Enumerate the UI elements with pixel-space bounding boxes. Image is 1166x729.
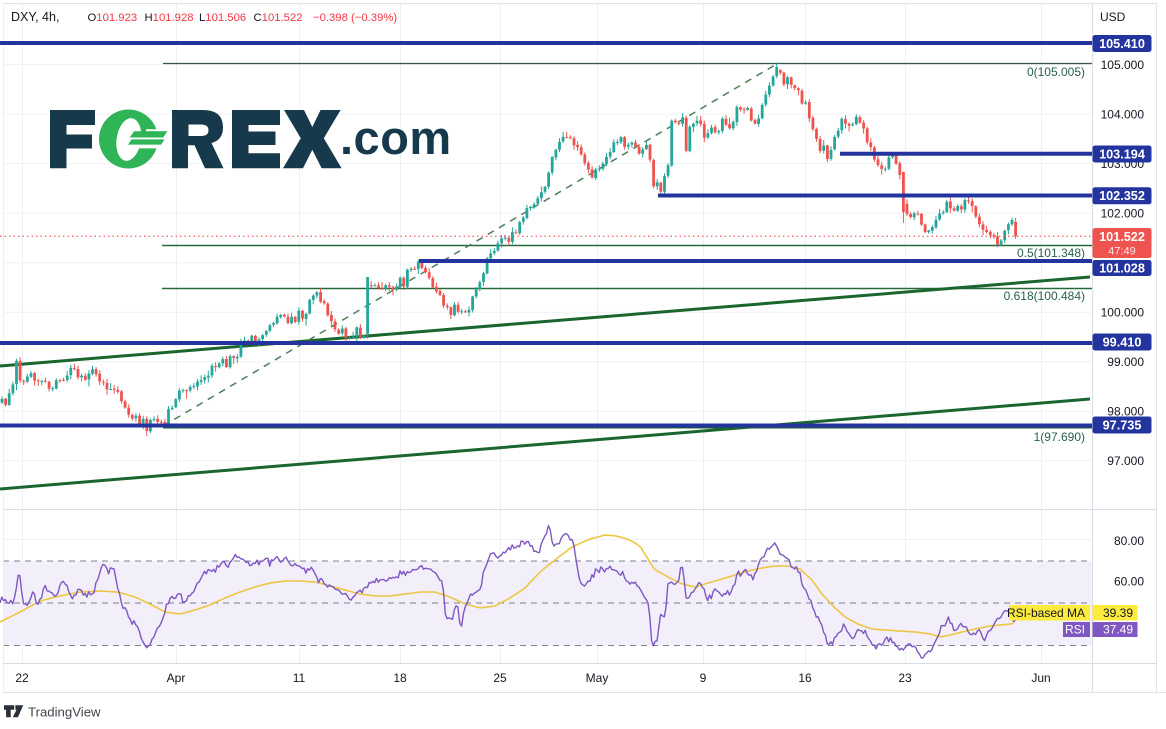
svg-text:Jun: Jun: [1031, 671, 1050, 685]
svg-text:22: 22: [15, 671, 29, 685]
svg-text:102.352: 102.352: [1099, 189, 1145, 203]
svg-text:0.5(101.348): 0.5(101.348): [1017, 246, 1085, 260]
svg-text:TradingView: TradingView: [28, 705, 101, 720]
svg-text:37.49: 37.49: [1103, 623, 1133, 637]
svg-text:101.522: 101.522: [1099, 230, 1145, 244]
svg-text:104.000: 104.000: [1101, 107, 1145, 121]
svg-text:80.00: 80.00: [1114, 534, 1144, 548]
svg-text:9: 9: [700, 671, 707, 685]
svg-text:C101.522: C101.522: [254, 12, 303, 24]
svg-text:USD: USD: [1100, 10, 1126, 24]
svg-text:97.735: 97.735: [1103, 418, 1142, 432]
svg-text:47:49: 47:49: [1108, 246, 1136, 258]
svg-text:99.410: 99.410: [1103, 335, 1142, 349]
svg-text:23: 23: [898, 671, 912, 685]
svg-text:Apr: Apr: [167, 671, 186, 685]
svg-text:O101.923: O101.923: [88, 12, 138, 24]
svg-text:1(97.690): 1(97.690): [1034, 430, 1085, 444]
svg-text:103.194: 103.194: [1099, 147, 1145, 161]
svg-text:105.000: 105.000: [1101, 58, 1145, 72]
svg-text:L101.506: L101.506: [199, 12, 246, 24]
svg-text:DXY, 4h,: DXY, 4h,: [11, 10, 59, 24]
svg-text:RSI: RSI: [1065, 623, 1085, 637]
svg-text:100.000: 100.000: [1101, 305, 1145, 319]
svg-text:0.618(100.484): 0.618(100.484): [1004, 289, 1085, 303]
svg-text:11: 11: [293, 671, 306, 685]
svg-text:105.410: 105.410: [1099, 37, 1145, 51]
svg-text:25: 25: [493, 671, 507, 685]
svg-text:60.00: 60.00: [1114, 575, 1144, 589]
svg-text:98.000: 98.000: [1107, 404, 1144, 418]
svg-text:RSI-based MA: RSI-based MA: [1007, 606, 1085, 620]
svg-text:101.028: 101.028: [1099, 261, 1145, 275]
svg-text:16: 16: [798, 671, 812, 685]
svg-text:.com: .com: [340, 111, 452, 164]
svg-text:102.000: 102.000: [1101, 206, 1145, 220]
svg-text:39.39: 39.39: [1103, 606, 1133, 620]
svg-text:0(105.005): 0(105.005): [1027, 65, 1085, 79]
svg-text:99.000: 99.000: [1107, 355, 1144, 369]
svg-text:H101.928: H101.928: [145, 12, 194, 24]
svg-text:−0.398 (−0.39%): −0.398 (−0.39%): [313, 12, 397, 24]
svg-text:18: 18: [393, 671, 407, 685]
svg-text:May: May: [586, 671, 609, 685]
svg-text:97.000: 97.000: [1107, 454, 1144, 468]
